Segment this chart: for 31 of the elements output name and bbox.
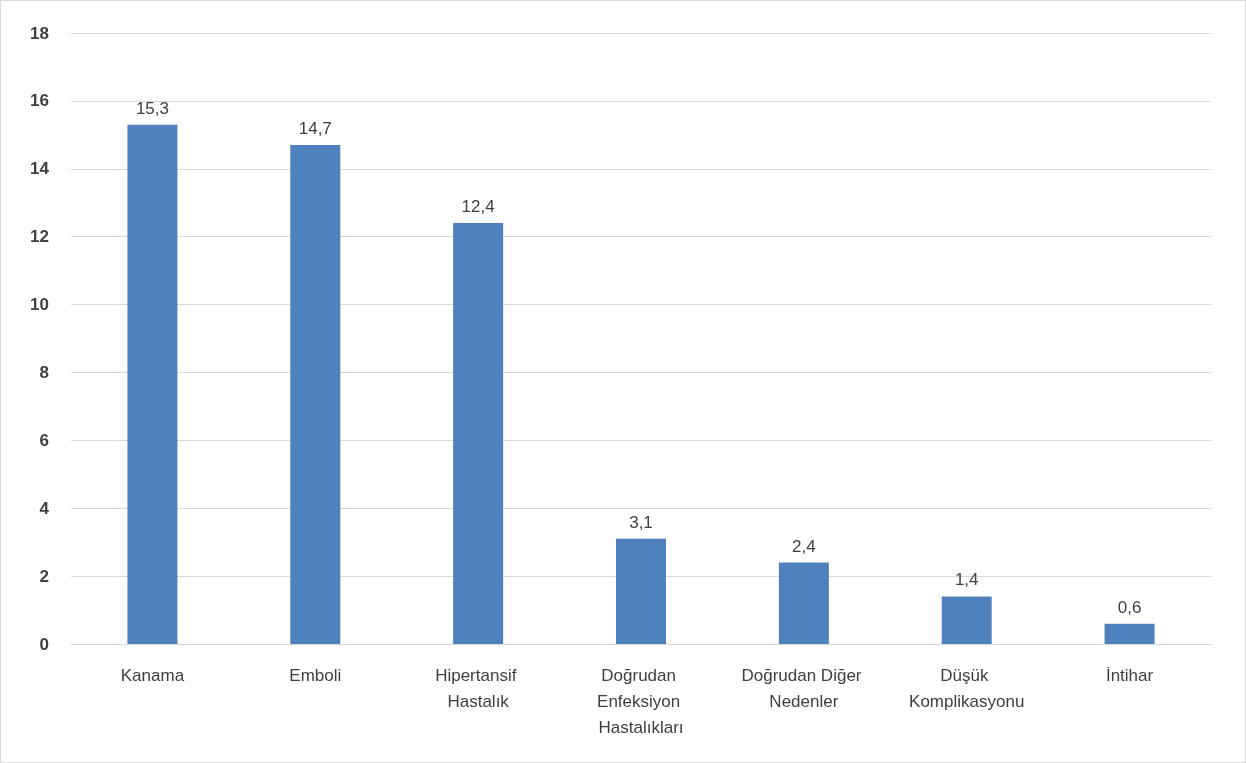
y-tick-label: 0 xyxy=(39,634,49,654)
x-tick-label: Kanama xyxy=(120,665,185,685)
y-tick-label: 14 xyxy=(30,159,50,179)
y-tick-label: 8 xyxy=(39,362,49,382)
y-tick-label: 12 xyxy=(30,227,49,247)
bar xyxy=(778,562,829,644)
x-tick-label: Doğrudan Enfeksiyon Hastalıkları xyxy=(597,665,685,737)
bar xyxy=(127,124,178,644)
data-label: 14,7 xyxy=(298,119,332,139)
x-tick-label: Hipertansif Hastalık xyxy=(435,665,522,711)
y-tick-label: 2 xyxy=(39,566,49,586)
bar xyxy=(616,538,666,644)
y-tick-label: 4 xyxy=(39,498,50,518)
bar xyxy=(941,596,992,644)
data-label: 1,4 xyxy=(954,570,979,590)
bar xyxy=(1104,623,1155,644)
data-label: 12,4 xyxy=(461,197,495,217)
data-label: 0,6 xyxy=(1117,597,1142,617)
y-tick-label: 18 xyxy=(30,23,49,43)
y-tick-label: 16 xyxy=(30,91,49,111)
x-tick-label: Düşük Komplikasyonu xyxy=(909,665,1025,711)
x-tick-label: İntihar xyxy=(1105,665,1154,685)
y-tick-label: 6 xyxy=(39,430,49,450)
bar xyxy=(453,223,504,644)
data-label: 15,3 xyxy=(135,98,169,118)
x-tick-label: Emboli xyxy=(289,665,342,685)
bar xyxy=(290,145,341,644)
y-tick-label: 10 xyxy=(30,295,49,315)
data-label: 3,1 xyxy=(629,512,653,532)
data-label: 2,4 xyxy=(792,536,816,556)
x-tick-label: Doğrudan Diğer Nedenler xyxy=(741,665,867,711)
